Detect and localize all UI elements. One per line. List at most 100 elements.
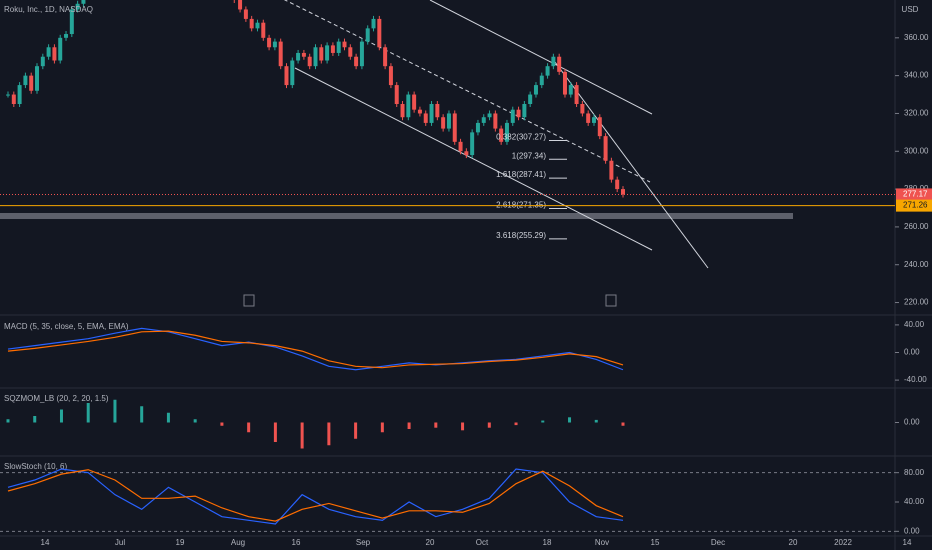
x-tick-label: 2022	[834, 538, 852, 547]
alert-price-box	[896, 199, 932, 212]
histogram-bar	[514, 422, 518, 426]
indicator-title: SlowStoch (10, 6)	[4, 462, 67, 471]
candle	[313, 47, 318, 67]
y-tick-label: 320.00	[904, 109, 929, 118]
candle	[325, 45, 330, 61]
candle	[52, 47, 57, 61]
symbol-title: Roku, Inc., 1D, NASDAQ	[4, 5, 93, 14]
y-tick-label: 260.00	[904, 222, 929, 231]
y-tick-label: 80.00	[904, 468, 925, 477]
candle	[319, 47, 324, 61]
candle	[487, 113, 492, 118]
candle	[499, 128, 504, 142]
drawings	[0, 0, 793, 269]
candle	[493, 113, 498, 129]
y-tick-label: 360.00	[904, 33, 929, 42]
candle	[591, 117, 596, 123]
currency: USD	[902, 5, 919, 14]
candle	[458, 141, 463, 152]
candle	[29, 75, 34, 91]
histogram-bar	[541, 420, 545, 423]
candle	[452, 113, 457, 142]
candle	[342, 41, 347, 48]
candle	[435, 104, 440, 118]
indicator-line	[7, 327, 624, 371]
candle	[365, 28, 370, 42]
y-tick-label: 220.00	[904, 298, 929, 307]
candle	[278, 41, 283, 67]
histogram-bar	[568, 417, 572, 423]
candle	[522, 104, 527, 118]
y-tick-label: 0.00	[904, 348, 920, 357]
candle	[464, 151, 469, 156]
candle	[475, 122, 480, 133]
candle	[272, 41, 277, 48]
histogram-bar	[354, 422, 358, 439]
y-tick-label: 240.00	[904, 260, 929, 269]
candle	[580, 104, 585, 114]
histogram-bar	[247, 422, 251, 433]
candle	[371, 18, 376, 29]
histogram-bar	[380, 422, 384, 433]
trend-line	[554, 61, 709, 269]
histogram-bar	[140, 406, 144, 423]
histogram-bar	[33, 416, 37, 423]
zone	[0, 213, 793, 219]
last-price-label: 277.17	[903, 190, 928, 199]
histogram-bar	[273, 422, 277, 442]
indicator-title: SQZMOM_LB (20, 2, 20, 1.5)	[4, 394, 109, 403]
trend-line	[294, 67, 653, 251]
candle	[6, 94, 10, 96]
candle	[545, 66, 550, 76]
candle	[238, 0, 243, 10]
x-tick-label: Nov	[595, 538, 609, 547]
candle	[388, 66, 393, 86]
candle	[46, 47, 51, 57]
indicator-line	[7, 330, 624, 369]
x-tick-label: 19	[176, 538, 185, 547]
histogram-bar	[59, 409, 63, 423]
x-tick-label: Oct	[476, 538, 489, 547]
candle	[383, 47, 388, 67]
candle	[417, 109, 422, 114]
y-tick-label: 40.00	[904, 497, 925, 506]
candle	[255, 22, 260, 29]
candle	[296, 52, 301, 61]
candle	[406, 94, 411, 118]
candle	[284, 66, 289, 86]
x-tick-label: 16	[292, 538, 301, 547]
x-tick-label: 20	[426, 538, 435, 547]
candle	[597, 117, 602, 137]
histogram-bar	[487, 422, 491, 428]
candle	[429, 104, 434, 123]
candle	[307, 56, 312, 67]
indicator-title: MACD (5, 35, close, 5, EMA, EMA)	[4, 322, 129, 331]
candle	[621, 189, 625, 195]
fib-label: 1(297.34)	[512, 151, 547, 160]
candle	[516, 109, 521, 118]
x-tick-label: Sep	[356, 538, 371, 547]
histogram-bar	[6, 419, 10, 423]
candle	[615, 179, 620, 190]
candle	[348, 47, 353, 57]
candle	[609, 160, 614, 180]
histogram-bar	[621, 422, 625, 426]
fib-label: 1.618(287.41)	[496, 170, 546, 179]
x-tick-label: Dec	[711, 538, 725, 547]
candle	[557, 56, 562, 72]
candle	[574, 85, 579, 104]
candle	[586, 113, 591, 123]
candle	[510, 109, 515, 123]
candle	[58, 37, 63, 61]
candle	[603, 136, 608, 161]
histogram-bar	[407, 422, 411, 429]
candle	[528, 94, 533, 104]
candle	[64, 34, 69, 38]
candle	[35, 66, 40, 91]
histogram-bar	[327, 422, 331, 446]
candle	[423, 113, 428, 123]
